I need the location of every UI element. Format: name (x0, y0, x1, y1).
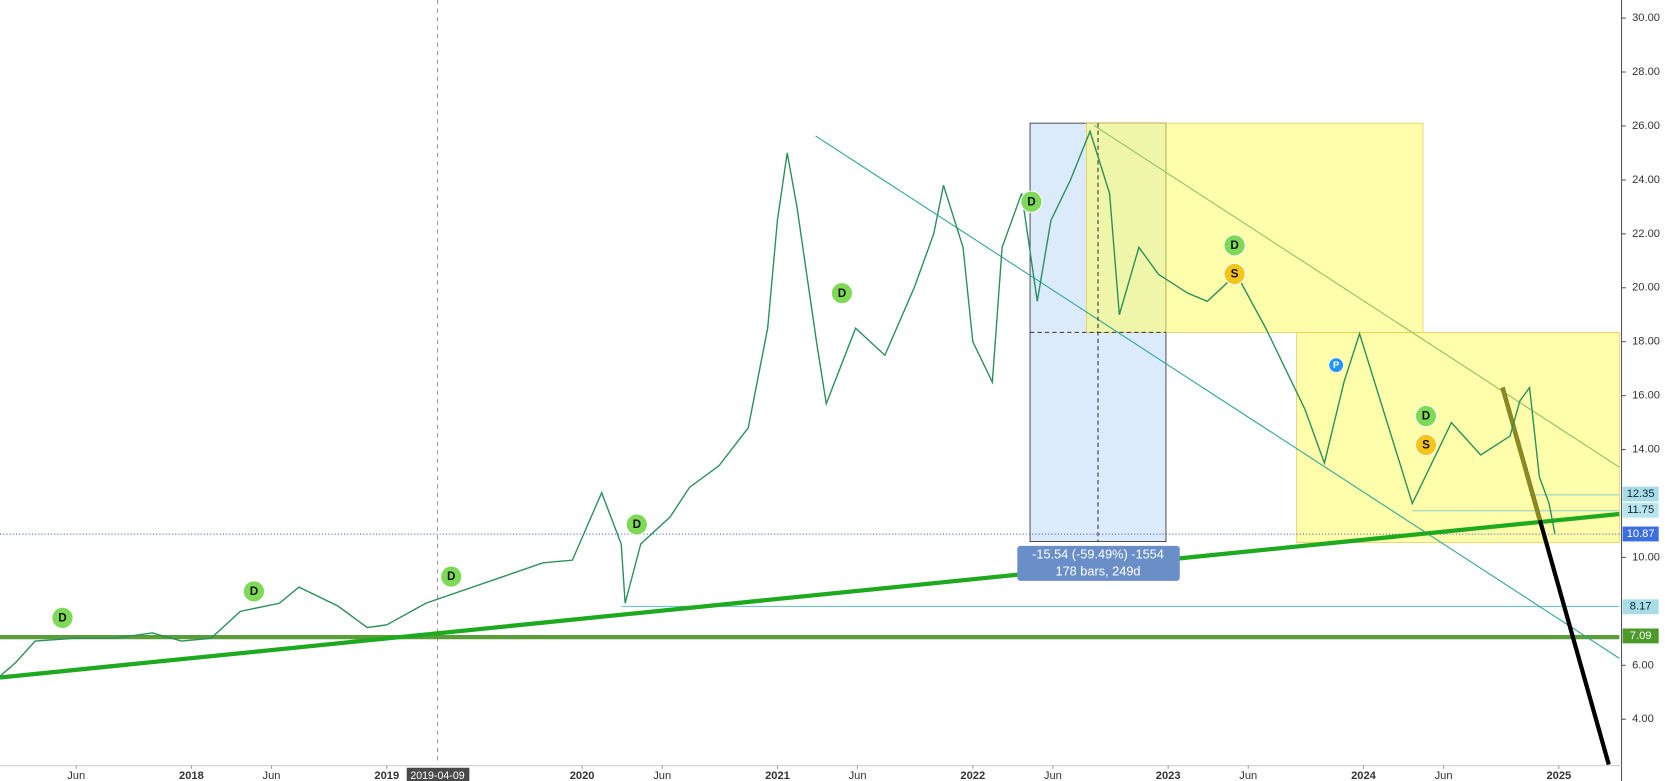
event-marker-label: D (1027, 195, 1035, 208)
y-tick-label: 6.00 (1632, 659, 1654, 671)
event-marker-label: S (1422, 439, 1430, 452)
crosshair-label-bg (406, 767, 470, 781)
crosshair-label: 2019-04-09 (410, 770, 464, 781)
price-badge-label: 8.17 (1630, 601, 1652, 613)
price-badge (1622, 502, 1659, 518)
y-tick-label: 10.00 (1632, 551, 1660, 563)
y-tick-label: 18.00 (1632, 336, 1660, 348)
y-tick-label: 4.00 (1632, 713, 1654, 725)
event-marker (51, 606, 74, 630)
price-line (0, 129, 1556, 677)
y-tick-label: 16.00 (1632, 390, 1660, 402)
x-tick-label: 2024 (1351, 770, 1377, 781)
zone-rect (1296, 332, 1620, 543)
x-tick-label: 2020 (570, 770, 595, 781)
y-tick-label: 22.00 (1632, 228, 1660, 240)
event-marker-label: D (838, 287, 846, 300)
event-marker-label: D (250, 585, 258, 598)
event-marker (1223, 262, 1246, 286)
zone-rect (1086, 122, 1424, 333)
event-marker-label: P (1333, 360, 1340, 371)
channel-line (815, 135, 1620, 659)
measure-subtext: 178 bars, 249d (1056, 564, 1141, 579)
event-marker (1414, 404, 1438, 428)
y-tick-label: 26.00 (1632, 120, 1660, 132)
x-tick-label: Jun (67, 770, 85, 781)
y-tick-label: 20.00 (1632, 282, 1660, 294)
y-tick-label: 14.00 (1632, 444, 1660, 456)
x-tick-label: Jun (1239, 770, 1257, 781)
trend-line (0, 511, 1620, 680)
price-badge-label: 12.35 (1627, 488, 1655, 500)
price-badge (1622, 599, 1659, 615)
measure-label (1017, 545, 1180, 581)
y-tick-label: 30.00 (1632, 12, 1660, 24)
x-tick-label: Jun (653, 770, 671, 781)
event-marker (1223, 234, 1246, 257)
x-tick-label: 2023 (1156, 770, 1181, 781)
price-badge-label: 10.87 (1627, 528, 1655, 540)
x-tick-label: 2019 (374, 770, 399, 781)
event-marker (1020, 190, 1043, 213)
event-marker-label: D (1422, 410, 1430, 423)
event-marker (1328, 357, 1345, 374)
event-marker (440, 565, 463, 588)
event-marker (625, 513, 648, 536)
x-tick-label: 2022 (960, 770, 985, 781)
x-tick-label: Jun (849, 770, 867, 781)
event-marker (1414, 433, 1438, 457)
projection-line (1500, 387, 1542, 521)
event-marker-label: S (1231, 268, 1239, 281)
event-marker-label: D (633, 518, 641, 531)
y-tick-label: 28.00 (1632, 66, 1660, 78)
event-marker (242, 580, 266, 603)
price-badge (1622, 628, 1659, 644)
y-tick-label: 24.00 (1632, 174, 1660, 186)
event-marker-label: D (58, 611, 66, 624)
x-tick-label: Jun (263, 770, 281, 781)
price-badge (1622, 526, 1659, 542)
x-tick-label: 2021 (765, 770, 790, 781)
price-badge (1622, 486, 1659, 502)
price-badge-label: 11.75 (1627, 504, 1654, 516)
x-tick-label: 2025 (1546, 770, 1571, 781)
price-badge-label: 7.09 (1630, 630, 1652, 642)
event-marker-label: D (447, 570, 455, 583)
event-marker (830, 282, 854, 305)
measure-text: -15.54 (-59.49%) -1554 (1032, 547, 1164, 562)
x-tick-label: 2018 (179, 770, 204, 781)
event-marker-label: D (1230, 239, 1238, 252)
x-tick-label: Jun (1044, 770, 1062, 781)
x-tick-label: Jun (1435, 770, 1453, 781)
